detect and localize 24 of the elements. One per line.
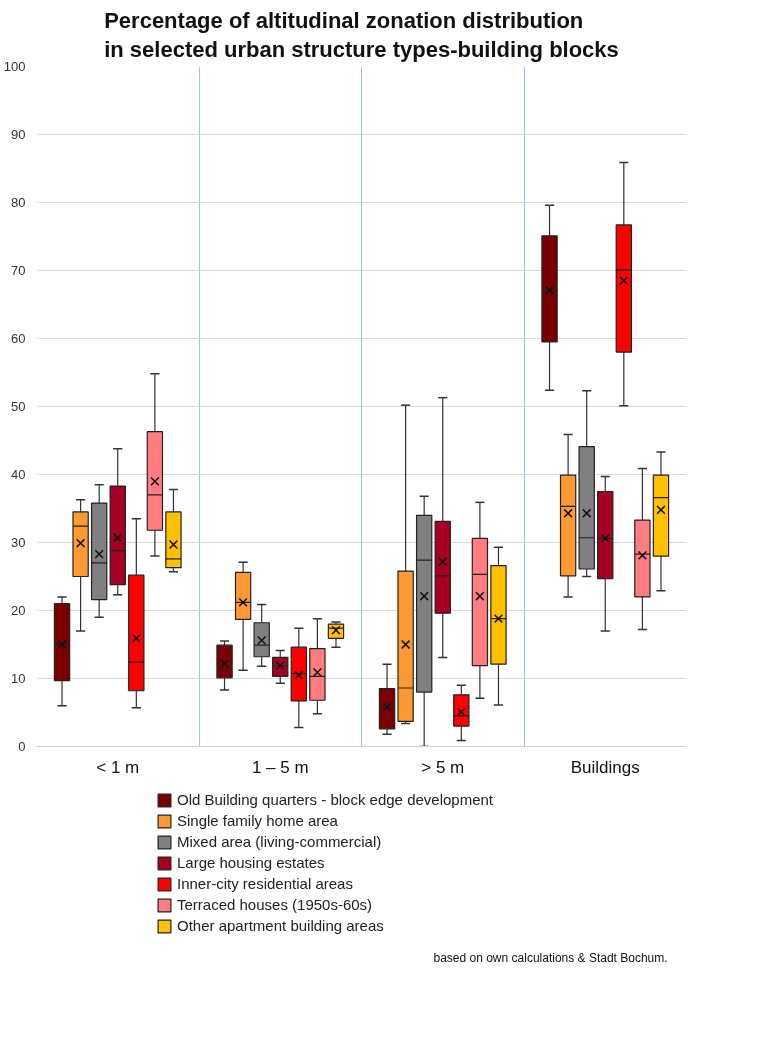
x-tick-label: > 5 m <box>421 757 465 777</box>
y-tick-label: 20 <box>11 603 26 618</box>
y-tick-label: 90 <box>11 127 26 142</box>
y-tick-label: 70 <box>11 263 26 278</box>
y-tick-label: 30 <box>11 535 26 550</box>
y-tick-label: 50 <box>11 399 26 414</box>
legend-label: Other apartment building areas <box>177 917 384 934</box>
y-tick-label: 10 <box>11 671 26 686</box>
x-tick-label: Buildings <box>570 757 640 777</box>
x-tick-label: 1 – 5 m <box>251 757 309 777</box>
legend-label: Terraced houses (1950s-60s) <box>177 896 373 913</box>
legend-label: Large housing estates <box>177 854 325 871</box>
x-tick-label: < 1 m <box>96 757 140 777</box>
legend-label: Single family home area <box>177 812 338 829</box>
text: based on own calculations & Stadt Bochum. <box>433 950 668 965</box>
y-tick-label: 40 <box>11 467 26 482</box>
y-tick-label: 80 <box>11 195 26 210</box>
legend-label: Mixed area (living-commercial) <box>177 833 382 850</box>
y-tick-label: 0 <box>18 739 26 754</box>
y-tick-label: 60 <box>11 331 26 346</box>
y-tick-label: 100 <box>3 59 26 74</box>
legend-label: Old Building quarters - block edge development <box>177 791 494 808</box>
legend-label: Inner-city residential areas <box>177 875 353 892</box>
chart-title: Percentage of altitudinal zonation distribution in selected urban structure types-building blocks <box>104 7 619 62</box>
